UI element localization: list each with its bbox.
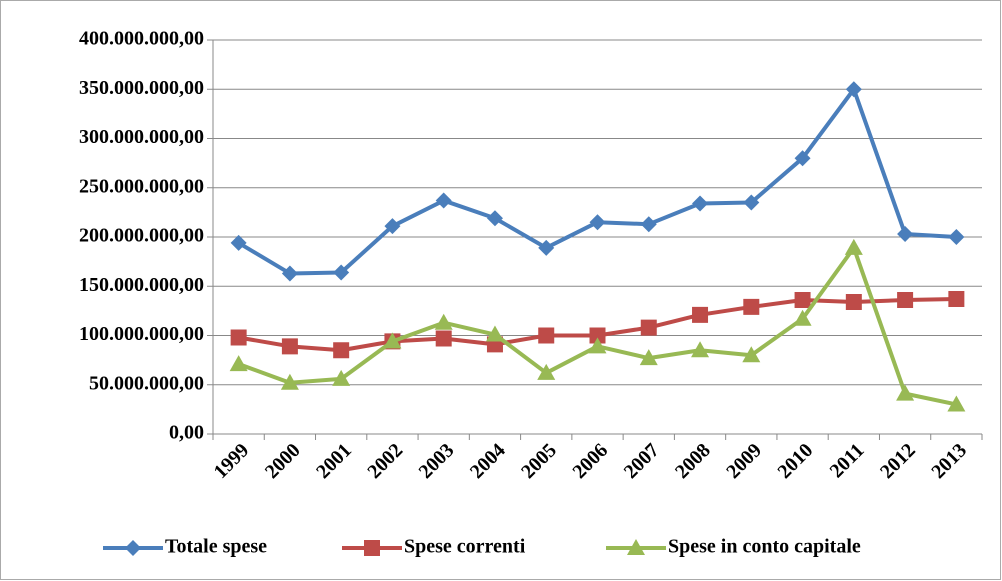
marker bbox=[845, 294, 862, 311]
marker bbox=[485, 325, 504, 342]
marker bbox=[281, 338, 298, 355]
y-tick-label: 200.000.000,00 bbox=[79, 225, 204, 247]
marker bbox=[588, 337, 607, 354]
marker bbox=[230, 234, 247, 251]
marker bbox=[435, 192, 452, 209]
marker bbox=[230, 329, 247, 346]
marker bbox=[793, 309, 812, 326]
legend-label: Spese correnti bbox=[404, 536, 526, 558]
marker bbox=[333, 342, 350, 359]
y-tick-label: 250.000.000,00 bbox=[79, 175, 204, 197]
y-tick-label: 50.000.000,00 bbox=[89, 372, 204, 394]
marker bbox=[947, 395, 966, 412]
marker bbox=[640, 319, 657, 336]
marker bbox=[280, 373, 299, 390]
marker bbox=[844, 238, 863, 255]
marker bbox=[589, 214, 606, 231]
marker bbox=[897, 226, 914, 243]
marker bbox=[589, 327, 606, 344]
y-tick-label: 0,00 bbox=[169, 422, 204, 444]
marker bbox=[691, 341, 710, 358]
marker bbox=[896, 384, 915, 401]
marker bbox=[486, 210, 503, 227]
marker bbox=[692, 195, 709, 212]
marker bbox=[537, 363, 556, 380]
marker bbox=[948, 229, 965, 245]
marker bbox=[794, 292, 811, 309]
marker bbox=[948, 291, 965, 308]
marker bbox=[364, 540, 380, 556]
marker bbox=[434, 313, 453, 330]
legend-label: Spese in conto capitale bbox=[668, 536, 861, 558]
marker bbox=[897, 292, 914, 309]
marker bbox=[383, 332, 402, 349]
marker bbox=[538, 239, 555, 256]
marker bbox=[229, 355, 248, 372]
y-tick-label: 300.000.000,00 bbox=[79, 126, 204, 148]
marker bbox=[333, 264, 350, 281]
marker bbox=[538, 327, 555, 344]
marker bbox=[845, 81, 862, 98]
marker bbox=[125, 540, 141, 556]
y-tick-label: 400.000.000,00 bbox=[79, 28, 204, 50]
marker bbox=[332, 369, 351, 386]
marker bbox=[281, 265, 298, 282]
marker bbox=[640, 216, 657, 233]
marker bbox=[743, 194, 760, 211]
marker bbox=[742, 346, 761, 363]
marker bbox=[435, 330, 452, 347]
y-tick-label: 100.000.000,00 bbox=[79, 323, 204, 345]
marker bbox=[384, 218, 401, 235]
marker bbox=[743, 298, 760, 315]
marker bbox=[627, 539, 645, 555]
marker bbox=[794, 150, 811, 167]
legend-label: Totale spese bbox=[165, 536, 267, 558]
marker bbox=[692, 306, 709, 323]
y-tick-label: 350.000.000,00 bbox=[79, 77, 204, 99]
y-tick-label: 150.000.000,00 bbox=[79, 274, 204, 296]
marker bbox=[639, 349, 658, 366]
